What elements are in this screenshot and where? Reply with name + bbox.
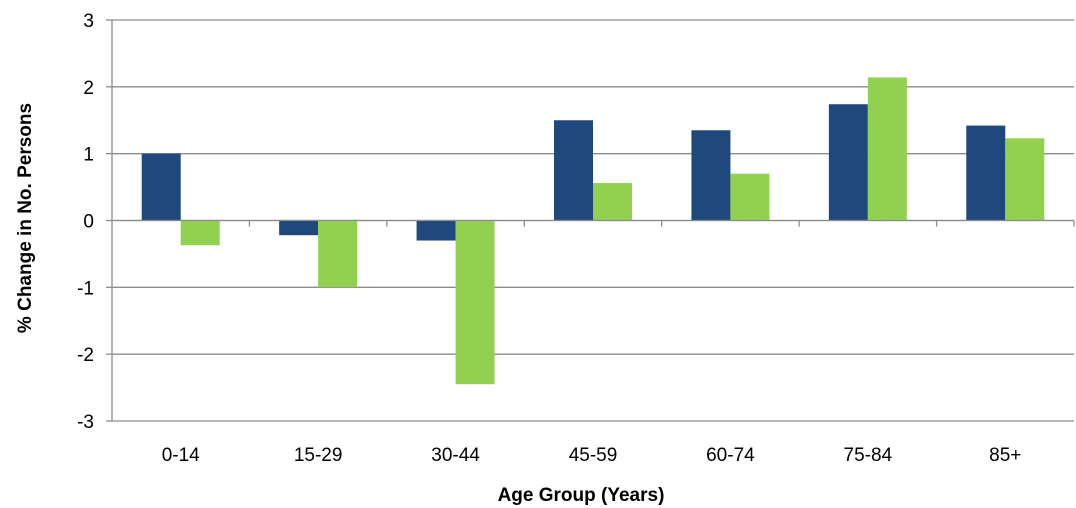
x-tick-label: 30-44 xyxy=(431,445,480,466)
bar-series-2 xyxy=(180,220,220,246)
x-tick-label: 75-84 xyxy=(844,445,893,466)
bar-series-1 xyxy=(828,104,868,221)
y-tick-label: -2 xyxy=(77,345,94,366)
x-tick-label: 0-14 xyxy=(162,445,200,466)
y-tick-label: 3 xyxy=(83,11,94,32)
bar-series-1 xyxy=(966,125,1006,221)
x-axis-title: Age Group (Years) xyxy=(498,485,665,506)
axes xyxy=(106,19,1075,422)
bar-series-1 xyxy=(416,220,456,241)
bar-series-2 xyxy=(867,77,907,221)
bars xyxy=(141,77,1045,385)
bar-series-2 xyxy=(455,220,495,385)
bar-series-2 xyxy=(593,183,632,221)
y-tick-label: 0 xyxy=(83,212,94,233)
bar-series-2 xyxy=(1005,138,1045,221)
bar-series-1 xyxy=(554,120,593,221)
x-tick-label: 15-29 xyxy=(294,445,343,466)
bar-series-2 xyxy=(318,220,358,288)
bar-series-1 xyxy=(279,220,319,236)
bar-series-2 xyxy=(730,173,770,221)
bar-series-1 xyxy=(141,153,181,221)
x-tick-label: 85+ xyxy=(989,445,1021,466)
tick-labels: 3 2 1 0 -1 -2 -3 0-14 15-29 30-44 45-59 60-74 75-84 8… xyxy=(77,11,1021,466)
y-tick-label: -3 xyxy=(77,412,94,433)
x-tick-label: 45-59 xyxy=(569,445,618,466)
y-axis-title: % Change in No. Persons xyxy=(15,103,36,333)
y-tick-label: -1 xyxy=(77,278,94,299)
x-tick-label: 60-74 xyxy=(706,445,755,466)
y-tick-label: 1 xyxy=(83,145,94,166)
y-tick-label: 2 xyxy=(83,78,94,99)
bar-series-1 xyxy=(691,130,731,221)
